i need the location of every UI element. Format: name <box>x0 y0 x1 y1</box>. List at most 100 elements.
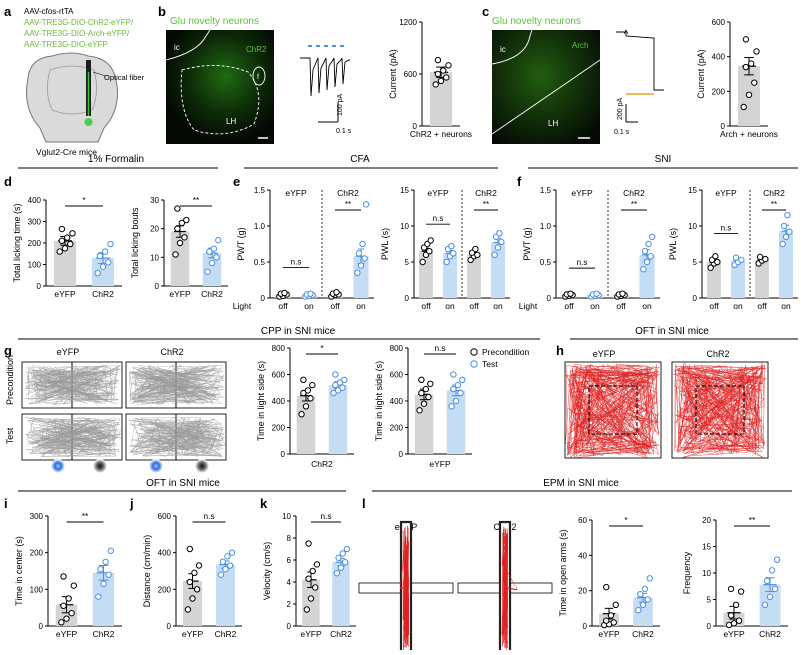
y-tick-label: 800 <box>272 344 286 353</box>
x-tick-label: eYFP <box>54 289 76 299</box>
legend-marker-precondition <box>470 348 478 356</box>
oft-center-zone <box>588 385 638 435</box>
blue-light-icon <box>51 459 65 473</box>
data-point <box>186 578 194 586</box>
data-point <box>65 595 72 602</box>
region-ic-b: ic <box>174 43 180 52</box>
x-tick-label: on <box>356 301 366 311</box>
data-point <box>607 612 615 619</box>
bar <box>92 572 115 626</box>
significance-label: n.s <box>433 214 444 223</box>
x-tick-label: off <box>278 301 288 311</box>
x-tick-label: off <box>616 301 626 311</box>
epm-trajectory <box>501 526 518 650</box>
x-tick-label: ChR2 <box>632 629 654 639</box>
x-tick-label: off <box>330 301 340 311</box>
current-trace-b <box>300 57 350 97</box>
y-tick-label: 0 <box>707 622 712 631</box>
y-tick-label: 10 <box>688 222 697 231</box>
y-tick-label: 1.5 <box>254 186 266 195</box>
data-point <box>418 389 425 397</box>
data-point <box>648 233 656 241</box>
fiber-pointer <box>92 71 107 77</box>
y-tick-label: 20 <box>702 516 711 525</box>
y-tick-label: 400 <box>712 53 726 62</box>
data-point <box>738 256 745 264</box>
panel-letter-c: c <box>482 4 489 19</box>
data-point <box>339 384 346 391</box>
data-point <box>184 606 192 613</box>
data-point <box>362 201 370 208</box>
significance-label: ** <box>771 200 777 209</box>
data-point <box>745 91 753 99</box>
data-point <box>335 554 342 561</box>
region-lh-b: LH <box>226 117 236 126</box>
bar <box>296 395 316 454</box>
data-point <box>707 264 714 271</box>
y-axis-label: Velocity (cm/s) <box>262 542 272 601</box>
x-tick-label: ChR2 <box>759 629 781 639</box>
data-point <box>178 219 186 227</box>
bar <box>707 262 721 298</box>
x-tick-label: eYFP <box>169 289 191 299</box>
micrograph-b <box>166 30 274 144</box>
y-tick-label: 200 <box>272 424 286 433</box>
chart-l_time: 0 20 40 60 Time in open arms (s) eYFP ChR2 * <box>558 515 660 639</box>
data-point <box>784 212 791 219</box>
bar <box>491 242 505 298</box>
y-tick-label: 0 <box>37 282 42 291</box>
data-point <box>204 268 211 275</box>
section-title-cpp: CPP in SNI mice <box>261 326 336 337</box>
chart-f_pwt: 0 0.5 1.0 1.5 PWT (g) off on off on eYFP ChR2 n.s **… <box>519 186 660 311</box>
significance-label: ** <box>631 200 637 209</box>
data-point <box>332 371 339 378</box>
legend-label-test: Test <box>482 359 498 369</box>
group-label: eYFP <box>571 188 593 198</box>
y-tick-label: 600 <box>404 70 418 79</box>
x-tick-label: eYFP <box>56 629 78 639</box>
panel-letter-b: b <box>158 4 166 19</box>
x-tick-label: ChR2 + neurons <box>410 129 472 139</box>
data-point <box>641 248 649 255</box>
data-point <box>443 258 450 266</box>
y-axis-label: PWL (s) <box>380 228 390 260</box>
significance-label: ** <box>749 515 756 525</box>
y-tick-label: 8 <box>287 534 292 543</box>
y-axis-label: PWL (s) <box>668 228 678 260</box>
data-point <box>176 239 184 247</box>
data-point <box>94 269 101 277</box>
scale-x-label-b: 0.1 s <box>336 128 352 135</box>
data-point <box>107 547 114 555</box>
data-point <box>712 253 719 260</box>
panel-b: Glu novelty neurons ic ChR2 LH f 100 pA … <box>165 16 352 144</box>
y-axis-label: Distance (cm/min) <box>142 535 152 608</box>
section-title-oft-ijk: OFT in SNI mice <box>146 478 220 489</box>
data-point <box>498 238 505 246</box>
data-point <box>637 591 644 598</box>
data-point <box>174 205 181 212</box>
chart-k_velocity: 0 2 4 6 8 10 Velocity (cm/s) eYFP ChR2 n.s <box>262 511 356 639</box>
ic-boundary-c <box>491 29 533 65</box>
data-point <box>450 385 457 393</box>
blue-light-icon-2 <box>149 459 163 473</box>
micrograph-c <box>492 30 600 144</box>
x-tick-label: ChR2 <box>330 629 352 639</box>
chart-e_pwl: 0 5 10 15 PWL (s) off on off on eYFP ChR2 n.s ** <box>380 186 510 311</box>
chart-c_current: 0 200 400 600 Current (pA) Arch + neurons <box>696 18 778 139</box>
y-tick-label: 100 <box>28 261 42 270</box>
chart-j_distance: 0 200 400 600 Distance (cm/min) eYFP ChR2 n.s <box>142 511 242 639</box>
data-point <box>419 258 426 266</box>
data-point <box>210 245 218 252</box>
y-axis-label: Time in open arms (s) <box>558 529 568 616</box>
data-point <box>593 290 600 297</box>
data-point <box>339 550 346 557</box>
significance-label: n.s <box>721 224 732 233</box>
region-chr2-b: ChR2 <box>246 45 267 54</box>
data-point <box>309 381 316 389</box>
data-point <box>341 376 348 383</box>
data-point <box>102 248 109 255</box>
data-point <box>645 240 652 248</box>
x-tick-label: ChR2 <box>93 629 115 639</box>
y-tick-label: 5 <box>405 258 410 267</box>
